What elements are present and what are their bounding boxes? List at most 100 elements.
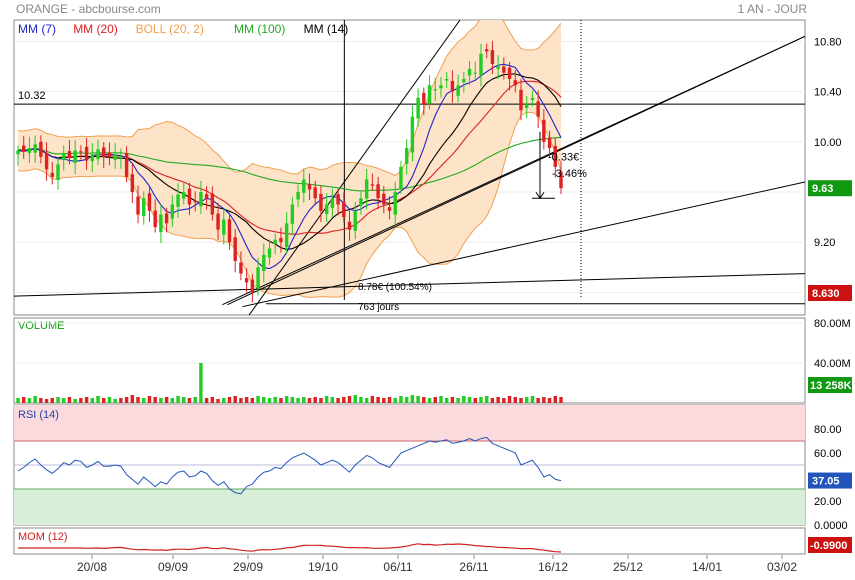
- candle-body: [204, 194, 209, 199]
- candle-body: [153, 210, 157, 228]
- volume-bar: [130, 395, 135, 403]
- volume-bar: [227, 397, 232, 403]
- candle-body: [67, 151, 72, 159]
- volume-bar: [244, 397, 249, 403]
- volume-bar: [90, 398, 95, 403]
- volume-bar: [439, 396, 443, 403]
- volume-value-badge: [808, 377, 852, 393]
- volume-value-label: 13 258K: [810, 380, 852, 392]
- candle-body: [56, 164, 60, 181]
- volume-bar: [102, 398, 106, 403]
- legend-item: MM (7): [18, 22, 56, 36]
- candle-body: [342, 202, 346, 218]
- chart-title: ORANGE - abcbourse.com: [16, 2, 161, 16]
- candle-body: [319, 194, 323, 211]
- mom-panel: [13, 527, 806, 555]
- volume-bar: [199, 363, 203, 403]
- legend-item: MM (100): [234, 22, 285, 36]
- volume-bar: [536, 398, 540, 403]
- x-tick-label: 19/10: [308, 560, 338, 574]
- bollinger-lower-line: [17, 111, 562, 299]
- candle-body: [416, 97, 420, 119]
- steep-trendline: [248, 20, 461, 315]
- legend-item: BOLL (20, 2): [136, 22, 204, 36]
- rsi-tick-label: 60.00: [814, 448, 842, 460]
- rsi-overbought-zone: [14, 405, 805, 441]
- candle-body: [164, 213, 169, 224]
- volume-bar: [496, 397, 500, 403]
- volume-bar: [107, 397, 112, 403]
- x-tick-label: 06/11: [383, 560, 412, 574]
- candle-body: [547, 137, 552, 149]
- rsi-tick-label: 80.00: [814, 424, 842, 436]
- candle-body: [496, 66, 500, 69]
- candle-body: [216, 213, 220, 230]
- volume-bar: [502, 398, 506, 403]
- x-tick-label: 26/11: [459, 560, 488, 574]
- bollinger-band-area: [18, 20, 561, 298]
- volume-bar: [387, 397, 392, 403]
- x-tick-label: 14/01: [692, 560, 722, 574]
- candle-body: [330, 198, 335, 208]
- volume-bar: [307, 398, 312, 403]
- candle-body: [404, 148, 409, 164]
- volume-bar: [56, 397, 60, 403]
- ma-14-line: [17, 73, 562, 250]
- volume-bar: [84, 397, 89, 403]
- candle-body: [124, 152, 129, 177]
- volume-bar: [450, 397, 455, 403]
- volume-label: VOLUME: [18, 320, 64, 332]
- volume-bar: [250, 398, 255, 403]
- volume-bar: [182, 397, 186, 403]
- volume-bar: [290, 397, 295, 403]
- volume-bar: [67, 397, 72, 403]
- candle-body: [359, 198, 363, 206]
- candle-body: [559, 171, 563, 189]
- volume-bar: [79, 398, 83, 403]
- volume-bar: [170, 398, 175, 403]
- candle-body: [473, 72, 477, 74]
- mom-value-badge: [808, 537, 852, 553]
- candle-body: [519, 89, 523, 111]
- volume-tick-label: 80.00M: [814, 318, 851, 330]
- volume-bar: [222, 398, 226, 403]
- volume-bar: [96, 396, 100, 403]
- candle-body: [422, 92, 426, 105]
- candle-body: [170, 204, 175, 219]
- change-abs-label: -0.33€: [548, 152, 579, 164]
- volume-bar: [444, 398, 449, 403]
- candle-body: [84, 146, 89, 161]
- volume-bar: [50, 398, 55, 403]
- volume-bar: [210, 397, 215, 403]
- volume-bar: [33, 396, 37, 403]
- volume-bar: [193, 397, 197, 403]
- volume-bar: [484, 396, 489, 403]
- volume-bar: [410, 395, 415, 403]
- mom-value-label: -0.9900: [810, 540, 847, 552]
- candle-body: [410, 116, 415, 153]
- volume-bar: [176, 396, 180, 403]
- candle-body: [62, 153, 66, 161]
- candle-body: [399, 166, 403, 189]
- candle-body: [290, 204, 295, 224]
- volume-bar: [262, 397, 266, 403]
- volume-bar: [542, 397, 546, 403]
- candle-body: [507, 67, 512, 79]
- candle-body: [284, 223, 289, 248]
- candle-body: [462, 79, 466, 83]
- volume-bar: [284, 396, 289, 403]
- volume-bar: [347, 396, 352, 403]
- volume-bar: [399, 396, 403, 403]
- candle-body: [147, 193, 152, 211]
- candle-body: [467, 68, 472, 76]
- volume-bar: [187, 398, 192, 403]
- x-tick-label: 03/02: [767, 560, 797, 574]
- candle-body: [262, 254, 266, 272]
- candle-body: [296, 191, 300, 200]
- candle-body: [376, 184, 380, 199]
- candle-body: [199, 191, 203, 207]
- candle-body: [244, 278, 249, 283]
- volume-bar: [519, 398, 523, 403]
- legend-item: MM (20): [73, 22, 118, 36]
- candle-body: [222, 219, 226, 235]
